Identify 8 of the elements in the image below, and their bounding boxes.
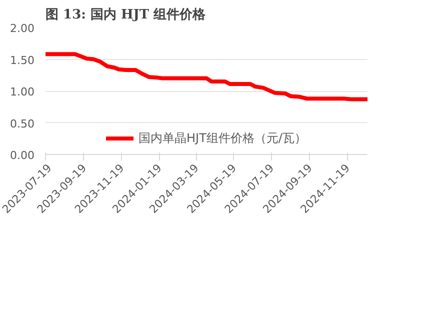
line-series — [46, 52, 368, 102]
legend-label: 国内单晶HJT组件价格（元/瓦） — [138, 130, 306, 146]
y-tick-label: 1.00 — [10, 86, 35, 98]
y-tick-label: 1.50 — [10, 54, 35, 67]
y-tick-label: 0.50 — [10, 117, 35, 130]
chart-title: 图 13: 国内 HJT 组件价格 — [46, 8, 207, 22]
y-tick-label: 2.00 — [10, 22, 35, 35]
y-tick-label: 0.00 — [10, 149, 35, 162]
